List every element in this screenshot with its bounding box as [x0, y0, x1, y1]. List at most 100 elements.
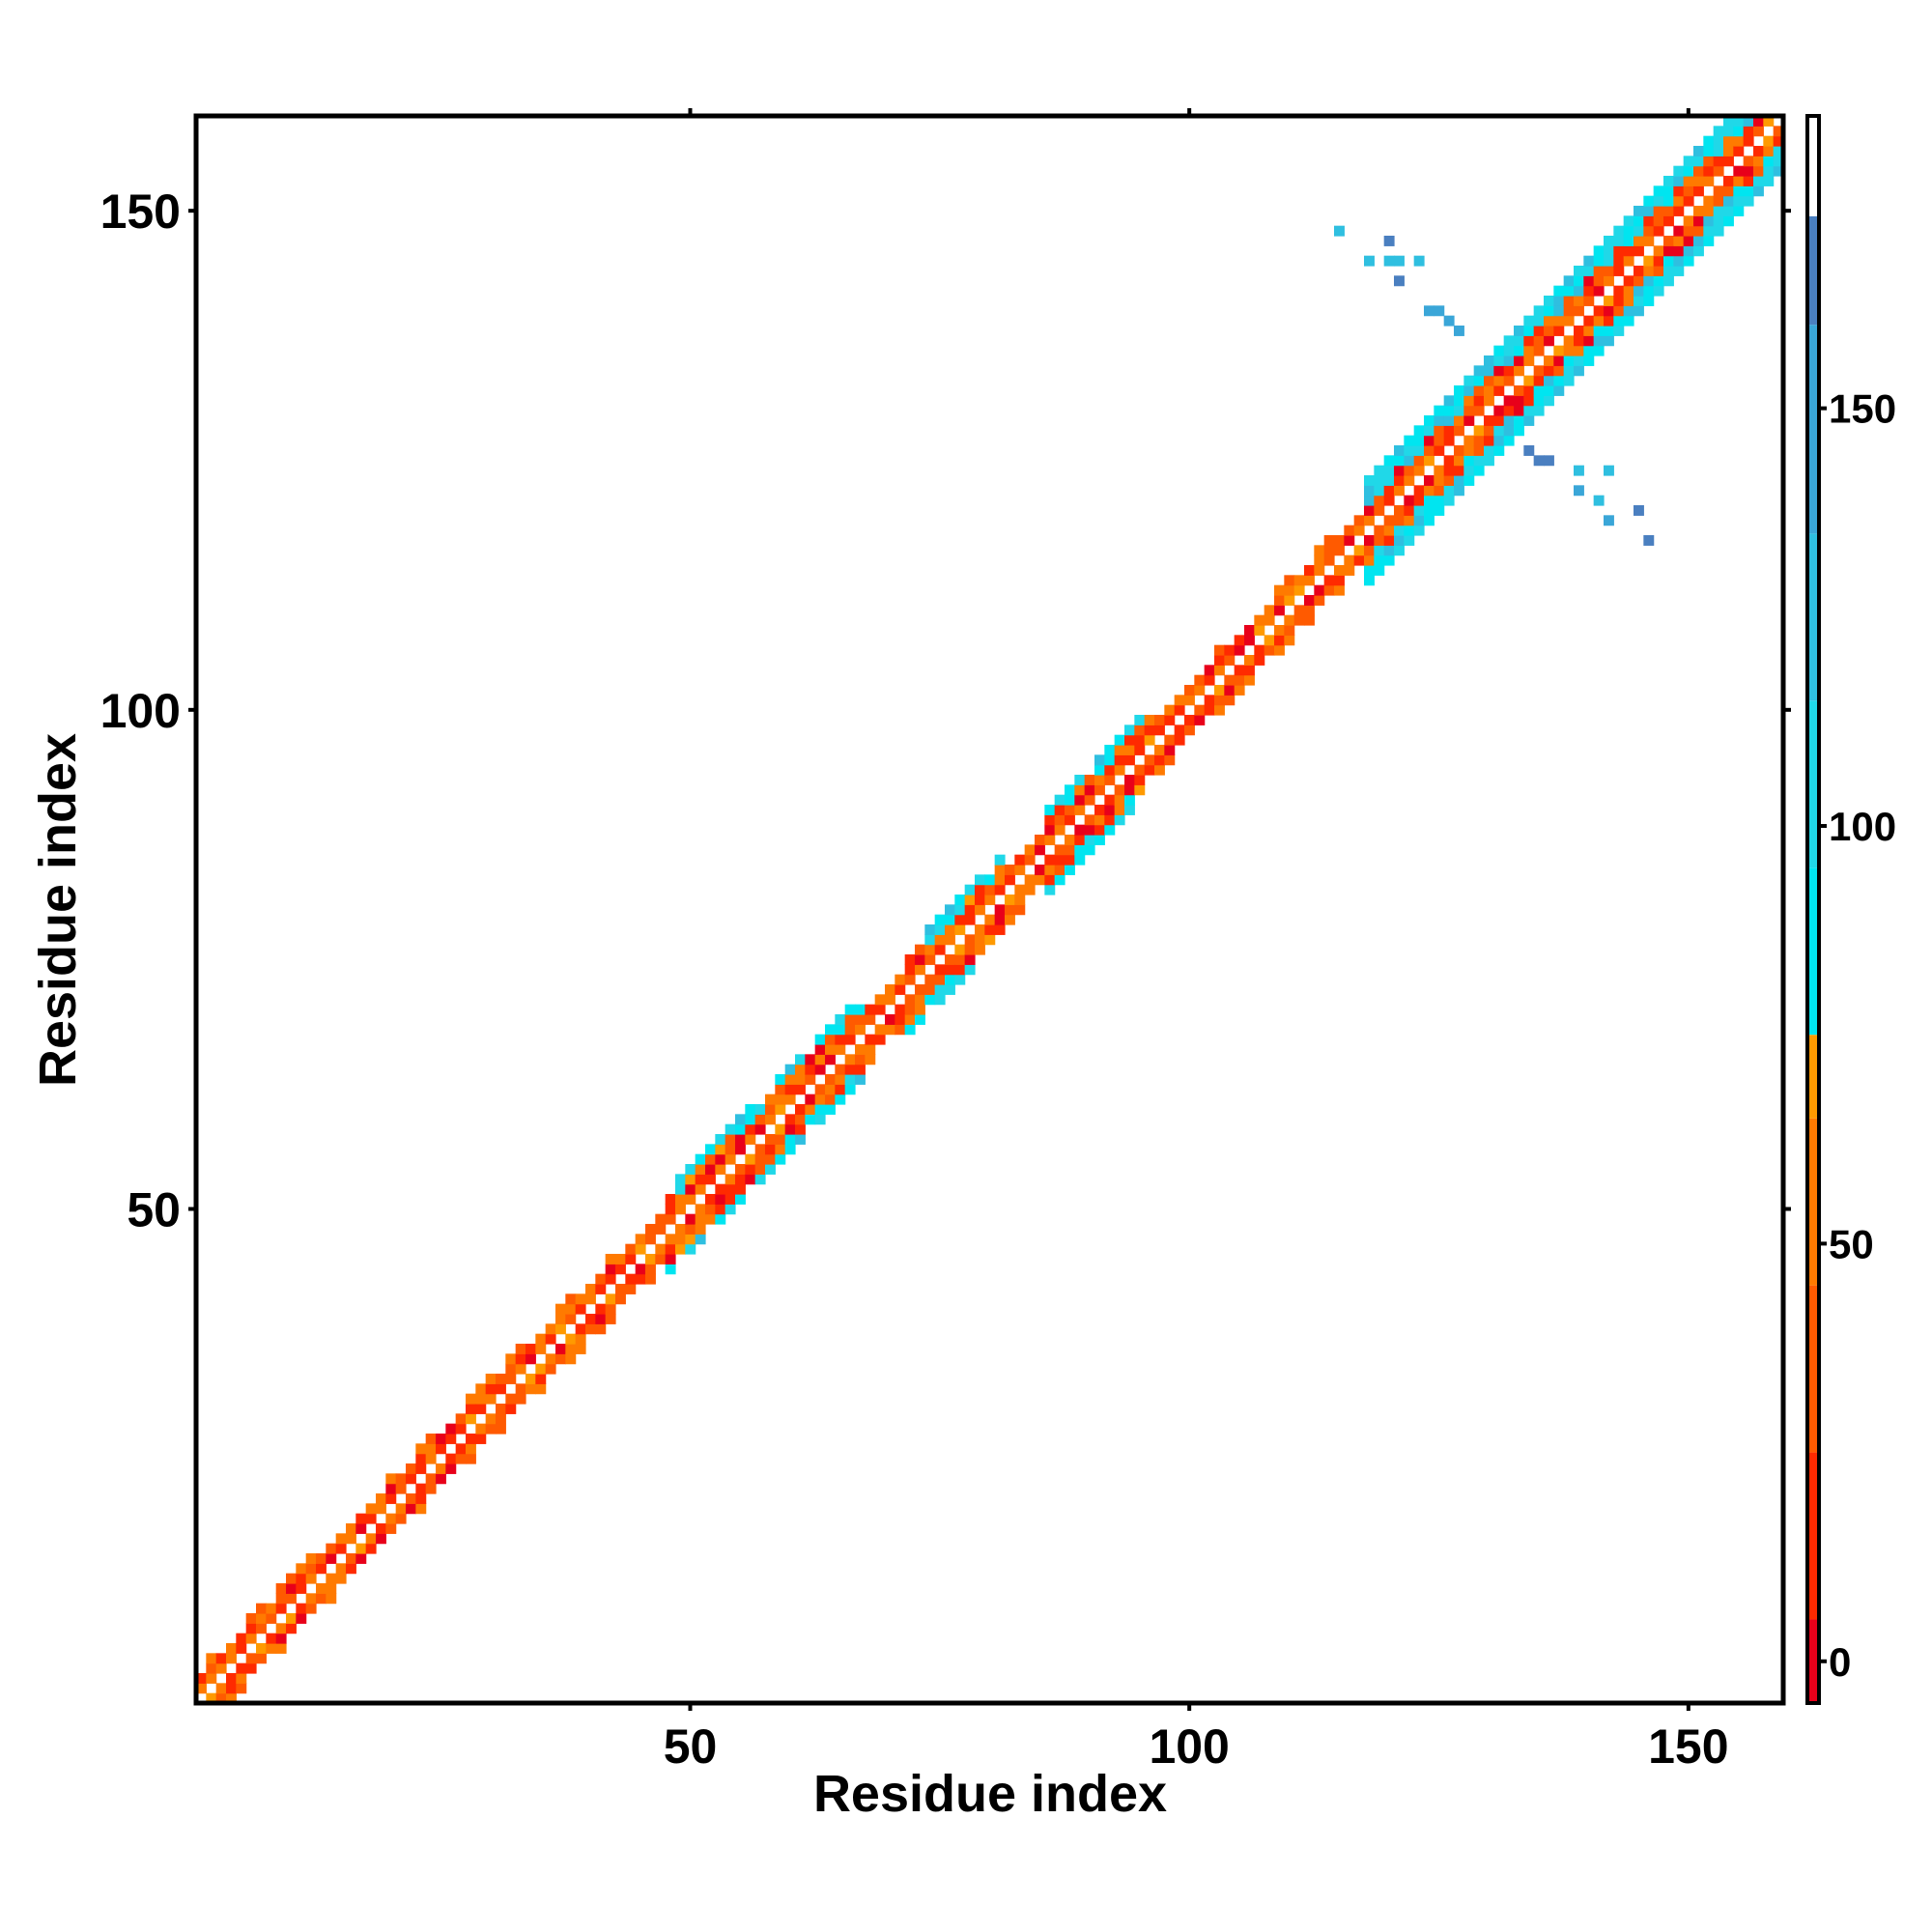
heatmap-cell [1653, 245, 1664, 257]
heatmap-cell [795, 1134, 806, 1145]
heatmap-cell [215, 1692, 227, 1704]
heatmap-cell [1124, 805, 1135, 815]
heatmap-cell [745, 1174, 756, 1185]
heatmap-cell [1503, 365, 1515, 377]
heatmap-cell [1763, 135, 1775, 147]
heatmap-cell [1364, 545, 1375, 556]
heatmap-cell [825, 1034, 836, 1045]
heatmap-cell [1544, 375, 1554, 386]
heatmap-cell [1044, 824, 1056, 836]
heatmap-cell [1493, 365, 1505, 377]
heatmap-cell [1484, 375, 1494, 386]
heatmap-cell [1214, 704, 1225, 716]
heatmap-cell [1394, 475, 1405, 486]
heatmap-cell [425, 1453, 437, 1464]
heatmap-cell [1514, 345, 1524, 356]
heatmap-cell [1035, 835, 1045, 845]
heatmap-cell [1703, 156, 1715, 167]
heatmap-cell [1533, 345, 1545, 356]
heatmap-cell [226, 1673, 237, 1684]
heatmap-cell [1763, 116, 1775, 127]
heatmap-cell [296, 1613, 307, 1624]
heatmap-cell [385, 1523, 397, 1534]
heatmap-cell [1493, 385, 1505, 396]
heatmap-cell [1174, 724, 1185, 736]
heatmap-cell [1054, 865, 1065, 875]
heatmap-cell [1323, 554, 1335, 566]
heatmap-cell [545, 1353, 556, 1365]
heatmap-cell [1054, 874, 1065, 886]
heatmap-cell [1623, 225, 1634, 237]
heatmap-cell [1683, 215, 1694, 227]
heatmap-cell [1613, 285, 1625, 297]
heatmap-cell [1514, 365, 1524, 377]
heatmap-cell [1164, 754, 1176, 766]
heatmap-cell [1643, 225, 1655, 237]
heatmap-cell [1473, 375, 1485, 386]
colorbar-band [1807, 533, 1819, 701]
heatmap-cell [954, 914, 966, 925]
heatmap-cell [1054, 844, 1065, 856]
heatmap-cell [346, 1553, 356, 1564]
heatmap-cell [1334, 565, 1345, 576]
heatmap-cell [1643, 275, 1655, 287]
heatmap-cell [1544, 305, 1554, 317]
colorbar-band [1807, 215, 1819, 326]
heatmap-cell [1683, 255, 1694, 267]
heatmap-cell [1314, 584, 1325, 596]
heatmap-cell [555, 1314, 566, 1324]
heatmap-cell [915, 984, 925, 995]
heatmap-cell [1394, 525, 1405, 536]
heatmap-cell [1634, 245, 1644, 257]
heatmap-cell [296, 1563, 307, 1575]
heatmap-cell [1104, 794, 1116, 806]
heatmap-cell [475, 1423, 487, 1435]
heatmap-cell [705, 1144, 716, 1155]
heatmap-cell [1574, 296, 1584, 306]
heatmap-cell [1493, 345, 1505, 356]
heatmap-cell [1673, 185, 1685, 197]
heatmap-cell [1323, 545, 1335, 556]
heatmap-cell [1084, 794, 1095, 806]
heatmap-cell [1065, 844, 1075, 856]
heatmap-cell [346, 1523, 356, 1534]
heatmap-cell [1334, 545, 1345, 556]
heatmap-cell [1394, 535, 1405, 546]
heatmap-cell [1553, 385, 1565, 396]
heatmap-cell [1443, 315, 1455, 327]
heatmap-cell [1394, 275, 1405, 287]
heatmap-cell [1713, 185, 1724, 197]
heatmap-cell [855, 1054, 866, 1065]
heatmap-cell [1074, 824, 1086, 836]
heatmap-cell [855, 1074, 866, 1085]
heatmap-cell [1404, 505, 1415, 516]
heatmap-cell [1314, 565, 1325, 576]
heatmap-cell [1344, 535, 1355, 546]
heatmap-cell [1114, 805, 1125, 815]
heatmap-cell [1394, 445, 1405, 456]
colorbar-band [1807, 1285, 1819, 1453]
heatmap-cell [705, 1174, 716, 1185]
heatmap-cell [1374, 475, 1385, 486]
heatmap-cell [835, 1044, 846, 1055]
x-tick-label: 100 [1149, 1719, 1229, 1774]
heatmap-cell [745, 1134, 756, 1145]
heatmap-cell [535, 1363, 547, 1375]
heatmap-cell [975, 874, 985, 886]
heatmap-cell [885, 984, 895, 995]
heatmap-cell [1244, 635, 1255, 646]
heatmap-cell [1284, 635, 1295, 646]
heatmap-cell [984, 924, 996, 935]
heatmap-cell [595, 1303, 607, 1315]
heatmap-cell [475, 1434, 487, 1444]
heatmap-cell [1284, 584, 1295, 596]
heatmap-cell [1604, 266, 1614, 276]
heatmap-cell [305, 1603, 317, 1614]
heatmap-cell [954, 904, 966, 916]
heatmap-cell [1024, 874, 1036, 886]
heatmap-cell [964, 884, 976, 895]
heatmap-cell [245, 1623, 257, 1634]
heatmap-cell [275, 1643, 287, 1654]
heatmap-cell [575, 1303, 586, 1315]
heatmap-cell [1663, 206, 1674, 216]
